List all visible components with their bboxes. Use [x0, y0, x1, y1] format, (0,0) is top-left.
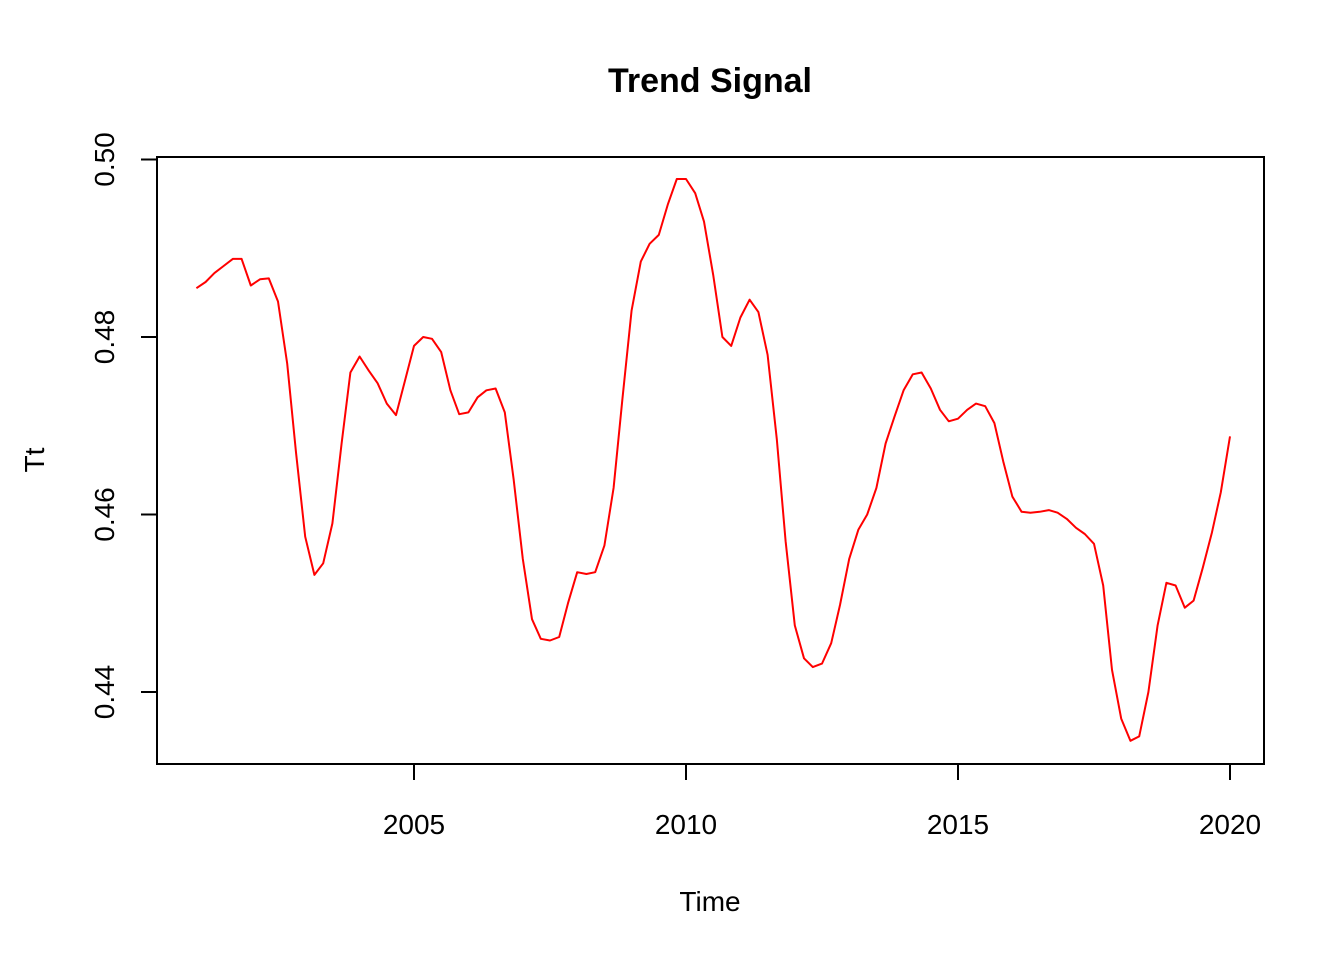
- x-tick-label: 2020: [1199, 809, 1261, 840]
- y-axis: 0.44 0.46 0.48 0.50: [89, 132, 158, 720]
- x-tick-label: 2005: [383, 809, 445, 840]
- x-axis: 2005 2010 2015 2020: [383, 763, 1261, 840]
- y-tick-label: 0.44: [89, 665, 120, 720]
- y-tick-label: 0.48: [89, 310, 120, 365]
- series-line-tt: [195, 178, 1231, 742]
- series-layer: [195, 178, 1231, 742]
- x-axis-label: Time: [679, 886, 740, 917]
- x-tick-label: 2010: [655, 809, 717, 840]
- x-tick-label: 2015: [927, 809, 989, 840]
- y-tick-label: 0.50: [89, 132, 120, 187]
- chart-title: Trend Signal: [608, 62, 812, 100]
- y-tick-label: 0.46: [89, 487, 120, 542]
- y-axis-label: Tt: [19, 447, 50, 472]
- plot-area-frame: [156, 156, 1265, 765]
